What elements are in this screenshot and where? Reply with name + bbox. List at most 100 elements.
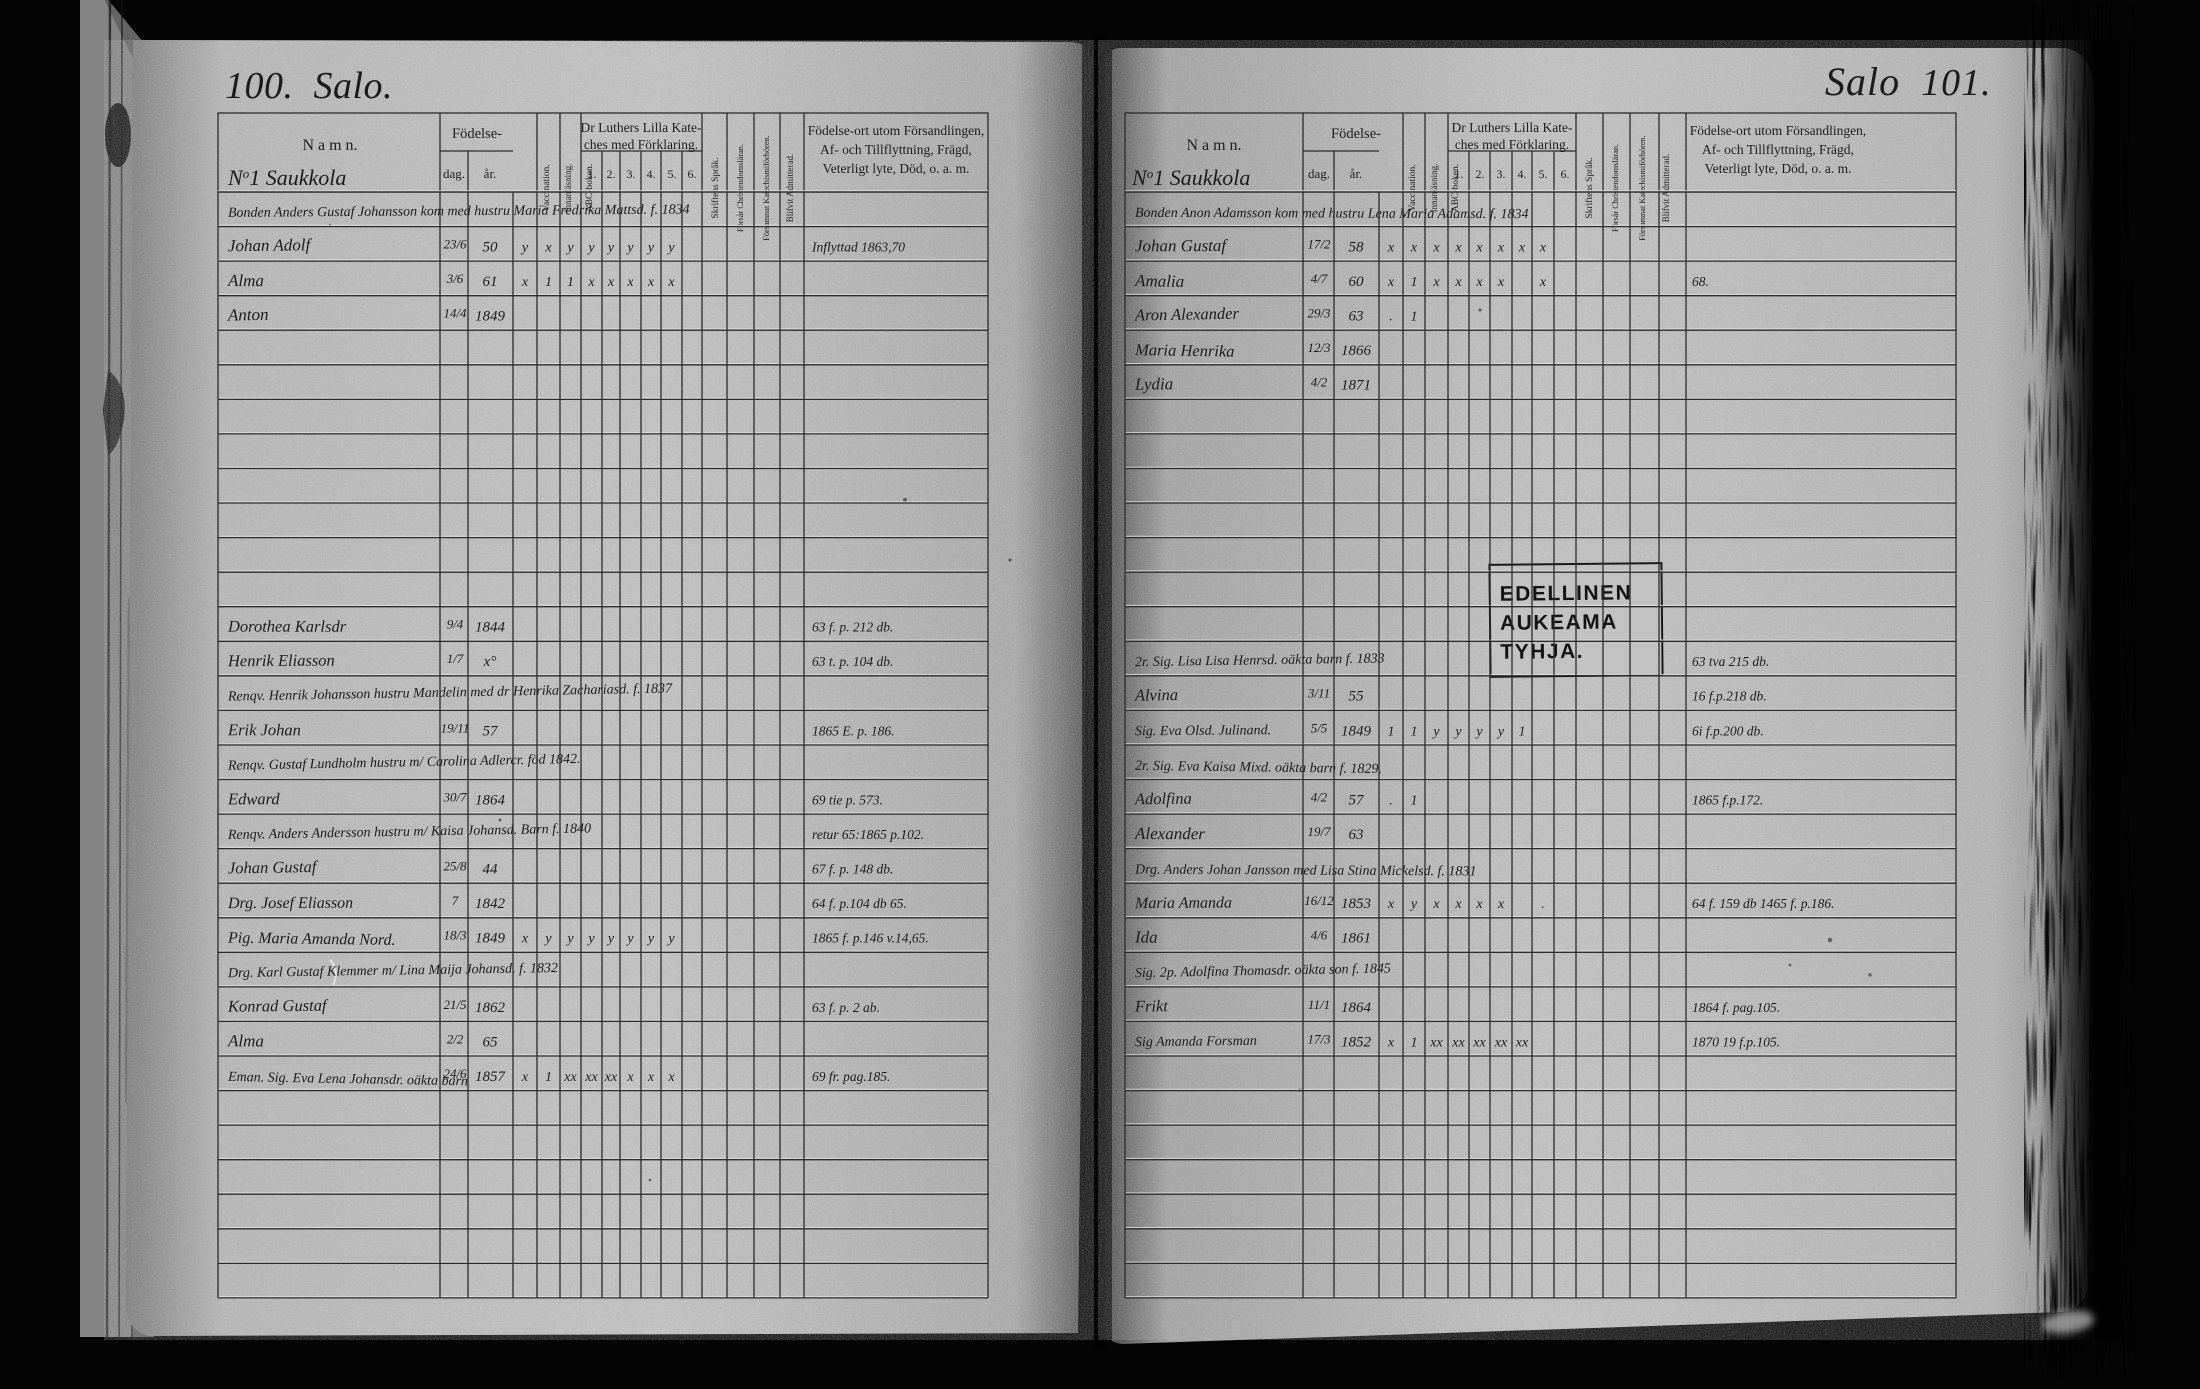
svg-text:1865 E. p. 186.: 1865 E. p. 186. (812, 723, 895, 738)
svg-text:6i f.p.200 db.: 6i f.p.200 db. (1692, 723, 1764, 738)
svg-text:Johan Gustaf: Johan Gustaf (1135, 236, 1228, 255)
svg-text:y: y (625, 932, 634, 947)
svg-text:x: x (1518, 240, 1526, 255)
svg-text:Vaccination.: Vaccination. (1408, 164, 1418, 211)
svg-text:18/3: 18/3 (443, 928, 467, 943)
svg-text:y: y (520, 240, 529, 255)
svg-text:x: x (626, 1070, 634, 1085)
svg-text:Skriftens Språk.: Skriftens Språk. (1584, 157, 1595, 218)
svg-text:xx: xx (604, 1070, 618, 1085)
svg-text:x: x (521, 275, 529, 290)
svg-text:x: x (1387, 240, 1395, 255)
svg-text:1871: 1871 (1341, 378, 1371, 394)
svg-text:x: x (1539, 275, 1547, 290)
svg-text:Maria Henrika: Maria Henrika (1134, 340, 1235, 361)
svg-text:2.: 2. (607, 167, 616, 181)
svg-text:x: x (1454, 240, 1462, 255)
svg-text:Af- och Tillflyttning, Frägd,: Af- och Tillflyttning, Frägd, (1702, 142, 1854, 157)
svg-text:63 t. p. 104 db.: 63 t. p. 104 db. (812, 654, 893, 669)
svg-text:xx: xx (1472, 1035, 1486, 1050)
svg-text:y: y (1496, 724, 1505, 739)
svg-text:Alexander: Alexander (1134, 824, 1205, 843)
svg-text:1: 1 (567, 275, 574, 290)
svg-text:1849: 1849 (1341, 723, 1372, 739)
svg-text:xx: xx (1429, 1035, 1443, 1050)
svg-text:64 f. p.104 db 65.: 64 f. p.104 db 65. (812, 896, 907, 911)
svg-text:Försår Christendomsläran.: Försår Christendomsläran. (736, 144, 745, 232)
svg-text:y: y (625, 240, 634, 255)
svg-text:dag.: dag. (1308, 166, 1330, 181)
svg-text:dag.: dag. (443, 166, 465, 181)
svg-text:4/6: 4/6 (1311, 928, 1328, 943)
svg-text:1: 1 (1411, 793, 1418, 808)
svg-text:x: x (1497, 275, 1505, 290)
svg-text:1844: 1844 (475, 620, 506, 636)
svg-text:Salo 101.: Salo 101. (1825, 59, 1992, 104)
svg-text:1/7: 1/7 (447, 651, 464, 666)
svg-text:y: y (1453, 724, 1462, 739)
svg-text:N a m n.: N a m n. (302, 137, 357, 154)
svg-text:1853: 1853 (1341, 896, 1371, 912)
svg-text:7: 7 (452, 893, 459, 908)
svg-text:44: 44 (483, 862, 499, 878)
svg-text:x: x (1475, 240, 1483, 255)
svg-text:1.: 1. (1455, 167, 1464, 181)
svg-text:Konrad Gustaf: Konrad Gustaf (227, 996, 329, 1016)
svg-text:Aron Alexander: Aron Alexander (1134, 304, 1240, 325)
svg-text:63 f. p. 212 db.: 63 f. p. 212 db. (812, 620, 893, 635)
svg-text:Dorothea Karlsdr: Dorothea Karlsdr (227, 617, 347, 636)
svg-text:6.: 6. (1561, 167, 1570, 181)
svg-text:Johan Gustaf: Johan Gustaf (228, 857, 319, 878)
svg-text:1864 f. pag.105.: 1864 f. pag.105. (1692, 1000, 1780, 1015)
svg-text:1842: 1842 (475, 896, 506, 912)
svg-text:AUKEAMA: AUKEAMA (1500, 611, 1618, 635)
svg-text:Erik Johan: Erik Johan (227, 720, 301, 739)
svg-text:3.: 3. (1497, 167, 1506, 181)
svg-text:4/7: 4/7 (1311, 271, 1328, 286)
svg-text:69 tie p. 573.: 69 tie p. 573. (812, 792, 883, 807)
svg-text:xx: xx (1494, 1035, 1508, 1050)
svg-text:30/7: 30/7 (442, 789, 467, 804)
svg-text:16/12: 16/12 (1304, 893, 1334, 908)
svg-text:Ida: Ida (1134, 928, 1158, 947)
svg-text:Blifvit Admitterad.: Blifvit Admitterad. (785, 154, 795, 223)
svg-text:1866: 1866 (1341, 343, 1372, 359)
svg-text:x: x (1454, 275, 1462, 290)
svg-text:Amalia: Amalia (1134, 271, 1184, 291)
svg-text:2.: 2. (1476, 167, 1485, 181)
svg-text:x: x (647, 275, 655, 290)
svg-text:xx: xx (1451, 1035, 1465, 1050)
svg-text:4.: 4. (647, 167, 656, 181)
svg-text:Skriftens Språk.: Skriftens Språk. (710, 157, 721, 218)
svg-text:3/6: 3/6 (446, 271, 464, 286)
svg-text:xx: xx (584, 1070, 598, 1085)
svg-text:y: y (666, 932, 675, 947)
svg-text:x: x (1475, 275, 1483, 290)
svg-text:Födelse-ort utom Försandlingen: Födelse-ort utom Försandlingen, (808, 123, 985, 138)
svg-text:9/4: 9/4 (447, 617, 464, 632)
svg-text:17/3: 17/3 (1307, 1031, 1331, 1046)
svg-text:Sig Amanda Forsman: Sig Amanda Forsman (1135, 1034, 1257, 1051)
svg-text:63: 63 (1349, 827, 1364, 843)
svg-text:1865 f. p.146 v.14,65.: 1865 f. p.146 v.14,65. (812, 931, 929, 946)
svg-text:4/2: 4/2 (1311, 375, 1328, 390)
svg-text:år.: år. (1350, 166, 1363, 181)
svg-text:x: x (1497, 240, 1505, 255)
svg-text:17/2: 17/2 (1307, 236, 1331, 251)
svg-text:63: 63 (1349, 309, 1364, 325)
svg-text:y: y (606, 932, 615, 947)
svg-text:år.: år. (484, 166, 497, 181)
svg-text:y: y (1409, 897, 1418, 912)
svg-text:y: y (666, 240, 675, 255)
svg-text:60: 60 (1349, 274, 1365, 290)
svg-text:xx: xx (1515, 1035, 1529, 1050)
svg-text:Dr Luthers Lilla Kate-: Dr Luthers Lilla Kate- (1451, 120, 1573, 135)
svg-text:1849: 1849 (475, 309, 506, 325)
svg-text:5.: 5. (668, 167, 677, 181)
svg-text:N a m n.: N a m n. (1186, 137, 1241, 154)
svg-text:1862: 1862 (475, 1000, 506, 1016)
svg-text:3.: 3. (627, 167, 636, 181)
svg-text:xx: xx (563, 1070, 577, 1085)
svg-text:x: x (1387, 1035, 1395, 1050)
svg-text:x: x (521, 1070, 529, 1085)
